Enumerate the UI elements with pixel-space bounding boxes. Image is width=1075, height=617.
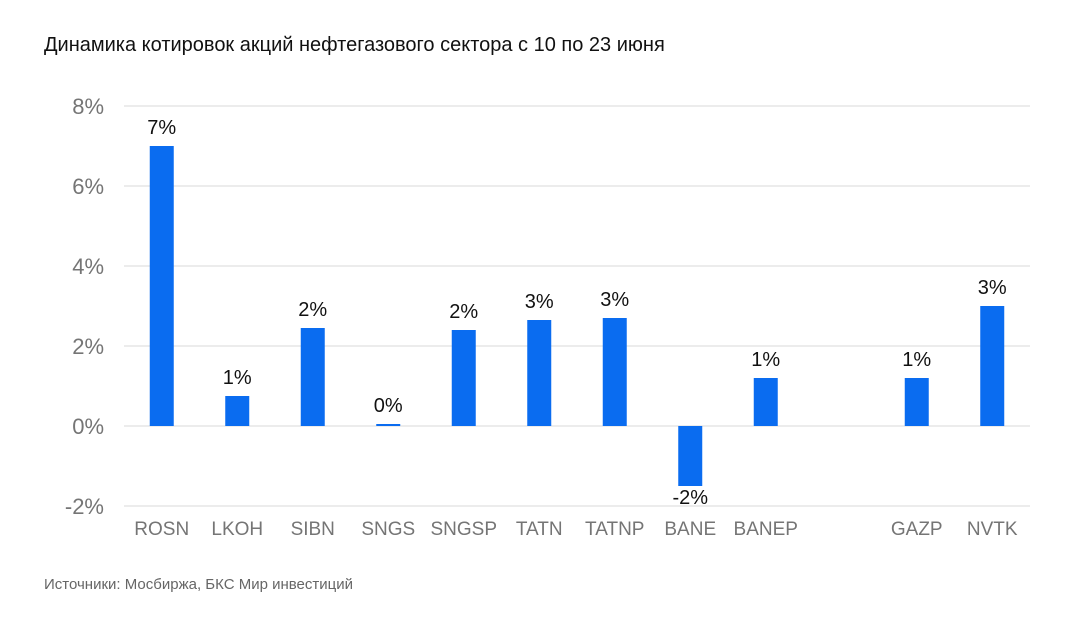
bar-nvtk (980, 306, 1005, 426)
bar-sngsp (451, 330, 476, 426)
data-label-gazp: 1% (902, 349, 931, 371)
y-tick-label: 4% (72, 254, 104, 279)
y-tick-label: 8% (72, 94, 104, 119)
data-label-sibn: 2% (298, 299, 327, 321)
data-label-sngs: 0% (374, 395, 403, 417)
x-tick-label-lkoh: LKOH (211, 519, 263, 540)
bar-lkoh (225, 396, 250, 426)
y-tick-label: -2% (65, 494, 104, 519)
x-axis-ticks: ROSN LKOH SIBN SNGS SNGSP TATN TATNP BANE BANEP G… (134, 519, 1018, 540)
x-tick-label-sngsp: SNGSP (430, 519, 497, 540)
data-label-nvtk: 3% (978, 277, 1007, 299)
data-label-sngsp: 2% (449, 301, 478, 323)
y-axis-ticks: 8% 6% 4% 2% 0% -2% (65, 94, 104, 519)
x-tick-label-rosn: ROSN (134, 519, 189, 540)
y-tick-label: 2% (72, 334, 104, 359)
gridlines (124, 105, 1030, 507)
bar-bane (678, 426, 703, 486)
data-label-lkoh: 1% (223, 367, 252, 389)
chart-title: Динамика котировок акций нефтегазового с… (44, 34, 665, 56)
y-tick-label: 0% (72, 414, 104, 439)
bar-tatn (527, 320, 552, 426)
bar-tatnp (602, 318, 627, 426)
data-label-rosn: 7% (147, 117, 176, 139)
bar-sngs (376, 424, 401, 426)
data-label-bane: -2% (672, 487, 708, 509)
bar-banep (753, 378, 778, 426)
bar-gazp (904, 378, 929, 426)
x-tick-label-sibn: SIBN (291, 519, 335, 540)
y-tick-label: 6% (72, 174, 104, 199)
source-note: Источники: Мосбиржа, БКС Мир инвестиций (44, 576, 353, 593)
data-labels: 7% 1% 2% 0% 2% 3% 3% -2% 1% 1% 3% (147, 117, 1007, 509)
x-tick-label-sngs: SNGS (361, 519, 415, 540)
x-tick-label-gazp: GAZP (891, 519, 943, 540)
x-tick-label-tatn: TATN (516, 519, 563, 540)
x-tick-label-bane: BANE (664, 519, 716, 540)
data-label-tatn: 3% (525, 291, 554, 313)
x-tick-label-tatnp: TATNP (585, 519, 644, 540)
bar-sibn (300, 328, 325, 426)
bar-rosn (149, 146, 174, 426)
x-tick-label-banep: BANEP (734, 519, 798, 540)
bars (149, 146, 1005, 486)
data-label-tatnp: 3% (600, 289, 629, 311)
data-label-banep: 1% (751, 349, 780, 371)
x-tick-label-nvtk: NVTK (967, 519, 1018, 540)
